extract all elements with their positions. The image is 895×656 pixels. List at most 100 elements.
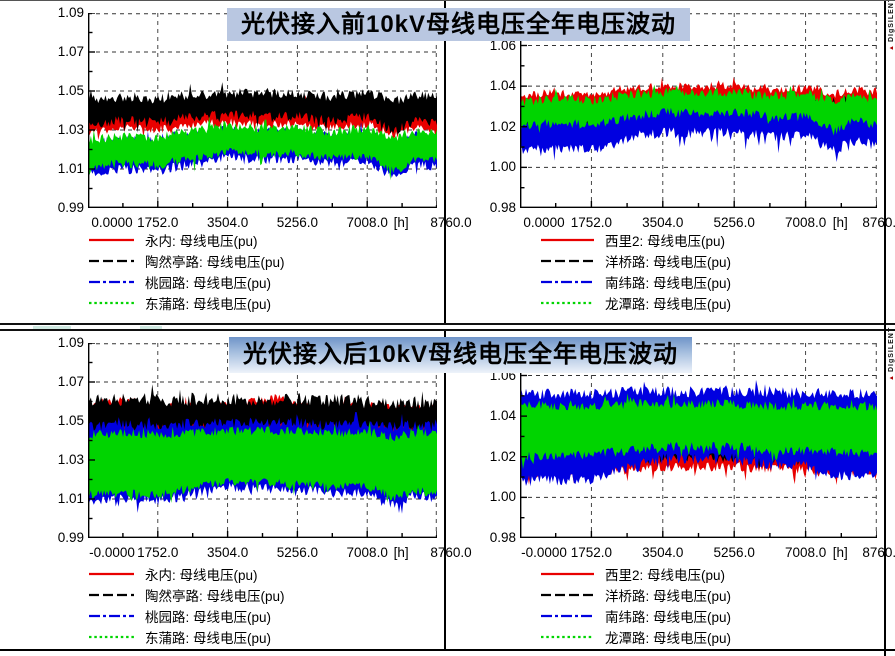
y-tick-label: 1.04 [489,78,516,94]
plot-area [520,13,877,208]
legend-label: 永内: 母线电压(pu) [145,233,258,249]
legend-line-dash [89,259,134,262]
x-tick-label: -0.0000 [521,545,567,560]
legend-line-dot [541,635,594,638]
x-axis-unit: [h] [832,215,848,230]
y-tick-label: 1.02 [489,118,516,134]
legend-label: 洋桥路: 母线电压(pu) [605,254,732,270]
legend-label: 桃园路: 母线电压(pu) [145,609,272,625]
x-axis-unit: [h] [832,545,848,560]
legend-item: 龙潭路: 母线电压(pu) [540,292,731,313]
legend-item: 南纬路: 母线电压(pu) [540,271,731,292]
legend-item: 桃园路: 母线电压(pu) [88,605,271,626]
panel-divider-vertical [444,1,446,323]
chart-group-title-pre: 光伏接入前10kV母线电压全年电压波动 [227,8,690,41]
series-group [520,77,877,162]
section-divider [0,323,895,331]
legend-label: 东蒲路: 母线电压(pu) [145,296,272,312]
x-tick-label: -0.0000 [89,545,135,560]
x-tick-label: 3504.0 [642,215,684,230]
legend-item: 洋桥路: 母线电压(pu) [540,584,731,605]
section-post-pv: 0.99 1.01 1.03 1.05 1.07 1.09 -0.0000 1752.0 350… [0,327,895,649]
x-tick-label: 3504.0 [642,545,684,560]
x-tick-label: 1752.0 [137,215,179,230]
legend-label: 龙潭路: 母线电压(pu) [605,296,732,312]
x-tick-label: 8760.0 [430,545,472,560]
digsilent-triangle-icon: ▲ [888,44,895,51]
y-tick-label: 1.01 [57,491,84,506]
legend-item: 陶然亭路: 母线电压(pu) [88,250,285,271]
y-tick-label: 1.09 [57,335,84,350]
x-tick-label: 7008.0 [346,215,388,230]
x-tick-label: 5256.0 [713,215,755,230]
x-tick-label: 0.0000 [91,215,133,230]
chart-panel-pre-right: 0.98 1.00 1.02 1.04 1.06 0.0000 1752.0 3504.0 52… [445,1,895,323]
y-tick-label: 1.07 [57,374,84,389]
digsilent-watermark: ▲ DIgSILENT [886,1,895,51]
legend-line-solid [541,238,594,241]
series-group [88,82,437,181]
plot-area [88,343,437,538]
x-tick-label: 7008.0 [346,545,388,560]
legend-item: 龙潭路: 母线电压(pu) [540,626,731,647]
x-tick-label: 5256.0 [713,545,755,560]
panel-divider-vertical [444,331,446,649]
legend-line-dashdot [541,280,594,283]
legend-label: 桃园路: 母线电压(pu) [145,275,272,291]
page-border-right [884,1,886,656]
legend-item: 东蒲路: 母线电压(pu) [88,292,271,313]
chart-panel-post-left: 0.99 1.01 1.03 1.05 1.07 1.09 -0.0000 1752.0 350… [0,331,472,649]
legend-item: 西里2: 母线电压(pu) [540,229,725,250]
y-tick-label: 1.05 [57,413,84,428]
digsilent-watermark-text: DIgSILENT [888,326,895,373]
x-tick-label: 8760.0 [862,545,895,560]
series-group [520,379,877,487]
y-tick-label: 1.04 [489,408,516,424]
legend-line-dot [89,301,134,304]
y-tick-label: 0.98 [489,530,516,545]
y-tick-label: 0.99 [57,530,84,545]
legend-line-solid [89,572,134,575]
y-tick-label: 1.09 [57,5,84,20]
x-tick-label: 5256.0 [276,545,319,560]
series-band-taorantinglu [88,384,437,450]
series-band-longtanlu [520,84,877,136]
y-tick-label: 1.03 [57,452,84,467]
axes [88,13,437,208]
x-tick-label: 3504.0 [206,215,249,230]
legend-line-solid [541,572,594,575]
legend-item: 南纬路: 母线电压(pu) [540,605,731,626]
legend-label: 龙潭路: 母线电压(pu) [605,630,732,646]
legend-label: 东蒲路: 母线电压(pu) [145,630,272,646]
plot-area [88,13,437,208]
x-axis-unit: [h] [393,215,409,230]
legend-label: 西里2: 母线电压(pu) [605,233,726,249]
legend-label: 陶然亭路: 母线电压(pu) [145,588,285,604]
legend-line-dashdot [541,614,594,617]
legend-label: 洋桥路: 母线电压(pu) [605,588,732,604]
x-tick-label: 7008.0 [784,545,827,560]
x-tick-label: 8760.0 [862,215,895,230]
x-tick-label: 8760.0 [430,215,472,230]
plot-area [520,343,877,538]
divider-highlight [33,326,71,329]
y-tick-label: 1.07 [57,44,84,59]
legend-item: 桃园路: 母线电压(pu) [88,271,271,292]
legend-line-solid [89,238,134,241]
legend-label: 陶然亭路: 母线电压(pu) [145,254,285,270]
legend-line-dashdot [89,614,134,617]
legend-line-dot [541,301,594,304]
y-tick-label: 0.99 [57,200,84,215]
legend-line-dash [541,259,594,262]
legend-item: 东蒲路: 母线电压(pu) [88,626,271,647]
legend-line-dash [541,593,594,596]
y-tick-label: 1.00 [489,159,516,175]
legend-label: 南纬路: 母线电压(pu) [605,609,732,625]
legend-item: 陶然亭路: 母线电压(pu) [88,584,285,605]
section-pre-pv: 0.99 1.01 1.03 1.05 1.07 1.09 0.0000 1752.0 3504… [0,1,895,323]
y-tick-label: 1.02 [489,448,516,464]
divider-highlight [140,326,162,329]
legend-item: 永内: 母线电压(pu) [88,563,258,584]
y-tick-label: 0.98 [489,200,516,215]
axes [520,343,877,538]
